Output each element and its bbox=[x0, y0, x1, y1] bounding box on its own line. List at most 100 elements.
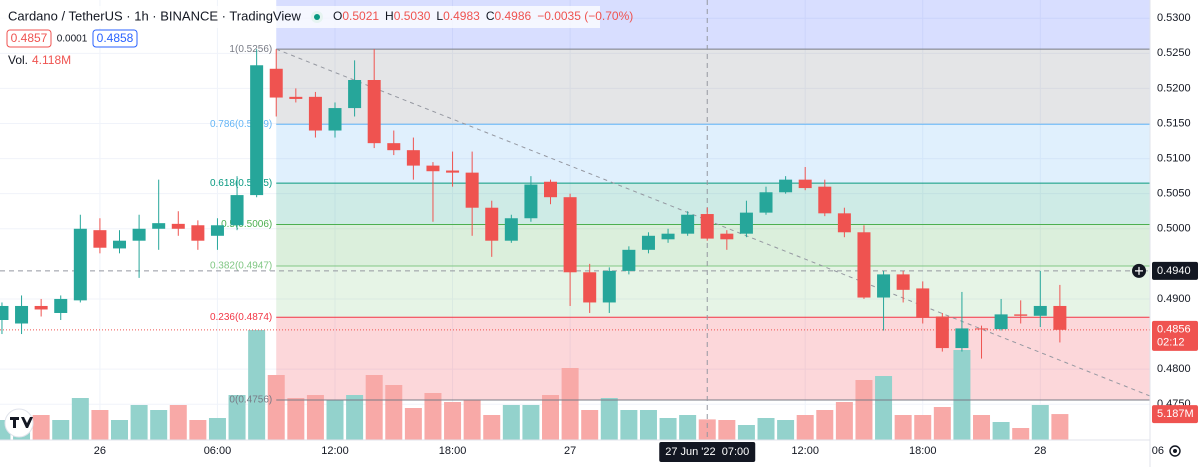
fib-label: 0.786(0.5149) bbox=[210, 119, 272, 130]
bid-price: 0.4857 bbox=[11, 31, 48, 45]
candle-body bbox=[15, 305, 29, 324]
candle-body bbox=[563, 197, 577, 273]
candle-body bbox=[739, 212, 753, 234]
volume-bar bbox=[111, 420, 129, 440]
volume-bar bbox=[894, 415, 912, 440]
fib-label: 0.382(0.4947) bbox=[210, 261, 272, 272]
candle-body bbox=[524, 184, 538, 219]
candle-body bbox=[387, 143, 401, 151]
candle-body bbox=[93, 230, 107, 248]
candle-body bbox=[877, 274, 891, 298]
crosshair-time-tag bbox=[659, 442, 756, 462]
volume-bar bbox=[52, 420, 70, 440]
countdown-label: 02:12 bbox=[1157, 337, 1185, 349]
volume-bar bbox=[1051, 414, 1069, 440]
volume-bar bbox=[32, 415, 50, 440]
candle-body bbox=[152, 223, 166, 229]
x-tick-label: 06:00 bbox=[204, 445, 232, 457]
last-price-label: 0.4856 bbox=[1157, 324, 1191, 336]
y-tick-label: 0.4800 bbox=[1157, 363, 1191, 375]
volume-bar bbox=[914, 415, 932, 440]
volume-bar bbox=[855, 380, 873, 440]
candle-body bbox=[54, 298, 68, 313]
candle-body bbox=[1014, 314, 1028, 316]
settings-icon[interactable] bbox=[1169, 445, 1181, 457]
candle-body bbox=[210, 225, 224, 236]
volume-bar bbox=[71, 398, 89, 440]
candle-body bbox=[622, 249, 636, 271]
volume-bar bbox=[1031, 405, 1049, 440]
candle-body bbox=[1033, 305, 1047, 316]
candle-body bbox=[818, 186, 832, 214]
volume-bar bbox=[698, 419, 716, 440]
last-price-tag bbox=[1152, 320, 1198, 351]
volume-bar bbox=[208, 418, 226, 440]
volume-bar bbox=[326, 400, 344, 440]
tv-logo bbox=[4, 408, 34, 438]
volume-bar bbox=[600, 398, 618, 440]
spread: 0.0001 bbox=[57, 34, 88, 45]
volume-bar bbox=[581, 410, 599, 440]
candle-body bbox=[857, 232, 871, 298]
ohlc-key: L bbox=[436, 9, 443, 23]
x-tick-label: 18:00 bbox=[439, 445, 467, 457]
y-tick-label: 0.5050 bbox=[1157, 188, 1191, 200]
fib-band bbox=[276, 265, 1150, 318]
plus-icon bbox=[1135, 266, 1143, 275]
y-tick-label: 0.5150 bbox=[1157, 117, 1191, 129]
candle-body bbox=[779, 179, 793, 193]
volume-bar bbox=[718, 420, 736, 440]
x-tick-label: 12:00 bbox=[791, 445, 819, 457]
candle-body bbox=[465, 172, 479, 208]
candle-body bbox=[328, 108, 342, 131]
y-tick-label: 0.5300 bbox=[1157, 12, 1191, 24]
ohlc-legend: O0.5021 H0.5030 L0.4983 C0.4986 −0.0035 (−0.… bbox=[333, 9, 633, 23]
volume-value: 4.118M bbox=[32, 53, 71, 67]
candle-body bbox=[602, 270, 616, 303]
candle-body bbox=[583, 272, 597, 303]
fib-label: 0.618(0.5065) bbox=[210, 178, 272, 189]
ohlc-key: H bbox=[385, 9, 394, 23]
volume-bar bbox=[777, 420, 795, 440]
candle-body bbox=[191, 225, 205, 241]
candle-body bbox=[896, 274, 910, 290]
candle-body bbox=[485, 207, 499, 241]
y-tick-label: 0.4900 bbox=[1157, 293, 1191, 305]
candle-body bbox=[916, 288, 930, 318]
volume-name: Vol. bbox=[8, 53, 28, 67]
bid-box bbox=[6, 29, 52, 48]
candle-body bbox=[289, 96, 303, 99]
volume-bar bbox=[542, 395, 560, 440]
x-tick-label: 18:00 bbox=[909, 445, 937, 457]
volume-tag bbox=[1152, 405, 1198, 424]
fib-label: 0(0.4756) bbox=[229, 395, 272, 406]
candle-body bbox=[269, 68, 283, 98]
x-tick-label: 12:00 bbox=[321, 445, 349, 457]
volume-bar bbox=[835, 402, 853, 440]
fib-band bbox=[276, 49, 1150, 125]
time-axis-bg bbox=[0, 440, 1150, 467]
volume-bar bbox=[0, 420, 11, 440]
settings-icon-center bbox=[1173, 449, 1177, 453]
candle-body bbox=[406, 150, 420, 166]
volume-bar bbox=[816, 410, 834, 440]
volume-bar bbox=[639, 410, 657, 440]
candle-body bbox=[544, 181, 558, 198]
candle-body bbox=[250, 65, 264, 196]
candle-body bbox=[661, 233, 675, 240]
candle-body bbox=[837, 213, 851, 233]
ask-price: 0.4858 bbox=[97, 31, 134, 45]
candle-body bbox=[426, 165, 440, 172]
volume-bar bbox=[757, 418, 775, 440]
volume-bar bbox=[169, 405, 187, 440]
header-bg bbox=[0, 6, 600, 28]
volume-bar bbox=[385, 385, 403, 440]
candle-body bbox=[975, 328, 989, 330]
x-tick-label: 06 bbox=[1152, 445, 1164, 457]
y-tick-label: 0.5100 bbox=[1157, 153, 1191, 165]
fib-label: 0.5(0.5006) bbox=[221, 219, 272, 230]
ask-box bbox=[92, 29, 138, 48]
ohlc-value: 0.4983 bbox=[443, 9, 480, 23]
